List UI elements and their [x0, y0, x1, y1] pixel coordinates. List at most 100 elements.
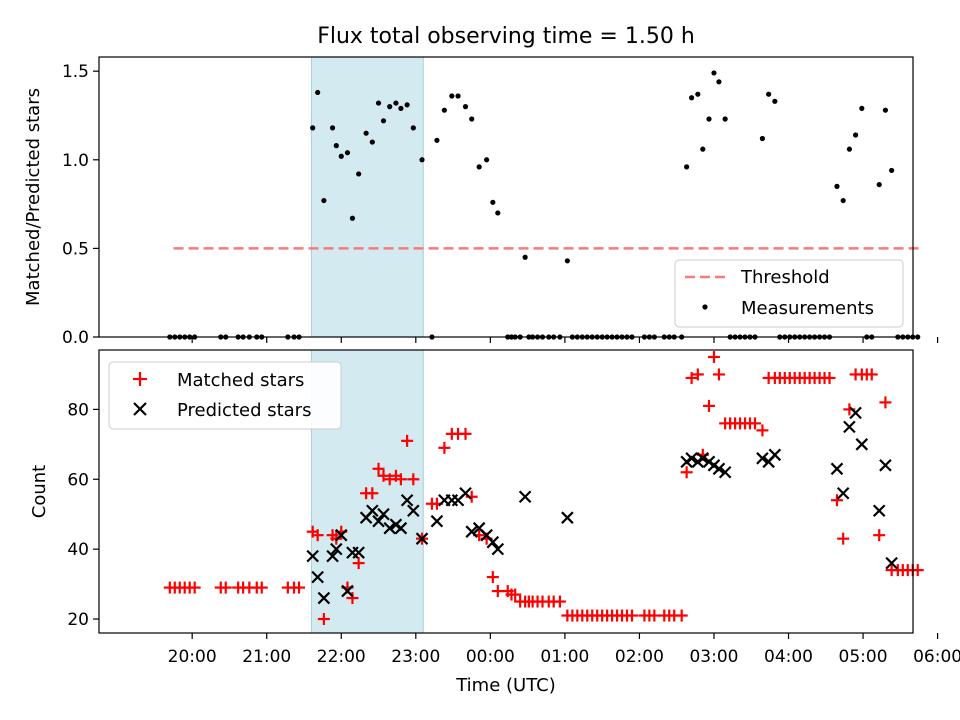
measurement-point — [700, 146, 706, 152]
measurement-point — [490, 199, 496, 205]
top-legend-box — [674, 259, 904, 328]
measurement-point — [469, 116, 475, 122]
predicted-star-point — [696, 452, 710, 465]
matched-star-point — [401, 434, 414, 447]
legend-threshold-label: Threshold — [740, 267, 830, 288]
matched-star-point — [317, 613, 330, 626]
measurement-point — [711, 70, 717, 76]
measurement-point — [853, 132, 859, 138]
measurement-point — [344, 150, 351, 156]
matched-star-point — [377, 469, 390, 482]
matched-star-point — [748, 417, 761, 430]
measurement-point — [310, 125, 316, 131]
predicted-star-point — [849, 406, 862, 420]
matched-star-point — [352, 557, 365, 570]
measurement-point — [404, 102, 410, 108]
predicted-star-point — [415, 532, 429, 545]
predicted-stars-series — [306, 406, 898, 605]
measurements-series — [167, 70, 921, 340]
measurement-point — [684, 164, 690, 170]
predicted-star-point — [430, 514, 444, 528]
bottom-plot-frame — [98, 349, 914, 634]
predicted-star-point — [768, 448, 782, 462]
measurement-point — [695, 91, 701, 97]
matched-star-point — [311, 529, 324, 542]
predicted-star-point — [718, 466, 732, 479]
predicted-star-point — [561, 511, 574, 524]
predicted-star-point — [311, 570, 324, 584]
matched-star-point — [383, 473, 396, 486]
x-tick-label: 00:00 — [466, 647, 515, 667]
measurement-point — [759, 135, 766, 142]
top-y-tick-label: 1.5 — [62, 62, 89, 82]
measurement-point — [772, 98, 778, 104]
matched-star-point — [346, 592, 359, 605]
bottom-legend-box — [108, 361, 342, 430]
predicted-star-point — [879, 459, 892, 472]
matched-star-point — [366, 487, 379, 500]
bottom-y-tick-label: 60 — [67, 470, 89, 490]
x-tick-label: 04:00 — [764, 647, 813, 667]
predicted-star-point — [491, 542, 505, 556]
top-x-axis-ticks — [191, 337, 939, 343]
matched-star-point — [830, 494, 843, 507]
predicted-star-point — [372, 514, 385, 528]
measurement-point — [410, 125, 416, 131]
predicted-star-point — [330, 542, 343, 556]
measurement-point — [564, 258, 570, 264]
measurement-point — [846, 146, 852, 152]
matched-star-point — [680, 466, 693, 479]
top-legend: Threshold Measurements — [674, 259, 904, 328]
x-tick-label: 03:00 — [689, 647, 738, 667]
top-y-tick-label: 1.0 — [62, 151, 89, 171]
predicted-star-point — [326, 549, 339, 563]
predicted-star-point — [685, 452, 698, 465]
predicted-star-point — [756, 452, 769, 465]
legend-predicted-swatch — [133, 402, 147, 416]
measurement-point — [338, 153, 344, 159]
measurement-point — [393, 100, 399, 106]
measurement-point — [462, 104, 469, 110]
predicted-star-point — [712, 462, 726, 476]
measurement-point — [840, 197, 846, 204]
x-tick-label: 21:00 — [242, 647, 291, 667]
matched-star-point — [188, 581, 201, 594]
measurement-point — [834, 183, 840, 189]
matched-star-point — [703, 399, 716, 412]
matched-star-point — [691, 368, 704, 381]
x-tick-label: 01:00 — [540, 647, 589, 667]
matched-star-point — [509, 588, 522, 601]
matched-star-point — [707, 350, 720, 363]
measurement-point — [716, 79, 722, 85]
measurement-point — [889, 167, 895, 174]
legend-measurements-label: Measurements — [741, 298, 874, 319]
matched-star-point — [459, 427, 472, 440]
matched-star-point — [394, 473, 407, 486]
matched-star-point — [685, 371, 698, 384]
matched-star-point — [879, 396, 892, 409]
predicted-star-point — [317, 591, 331, 605]
predicted-star-point — [843, 420, 856, 434]
bottom-y-tick-label: 80 — [67, 400, 89, 420]
bottom-legend: Matched stars Predicted stars — [108, 361, 342, 430]
legend-matched-label: Matched stars — [177, 370, 304, 391]
matched-star-point — [873, 529, 886, 542]
x-tick-label: 22:00 — [317, 647, 366, 667]
measurement-point — [522, 254, 528, 260]
top-plot-frame — [98, 56, 914, 338]
predicted-star-point — [334, 528, 348, 542]
measurement-point — [689, 95, 695, 101]
measurement-point — [329, 125, 336, 131]
bottom-panel: 20 40 60 80 20:00 21:00 22:00 23:00 00:00 01:00 0… — [29, 349, 960, 696]
predicted-star-point — [352, 546, 365, 559]
matched-star-point — [712, 368, 725, 381]
matched-stars-series — [163, 350, 924, 626]
x-tick-label: 23:00 — [391, 647, 440, 667]
measurement-point — [363, 130, 369, 136]
top-panel: 0.0 0.5 1.0 1.5 Matched/Predicted stars — [23, 56, 939, 348]
measurement-point — [434, 137, 440, 143]
measurement-point — [476, 164, 482, 170]
predicted-star-point — [400, 493, 414, 507]
matched-star-point — [823, 371, 836, 384]
matched-star-point — [911, 564, 924, 577]
